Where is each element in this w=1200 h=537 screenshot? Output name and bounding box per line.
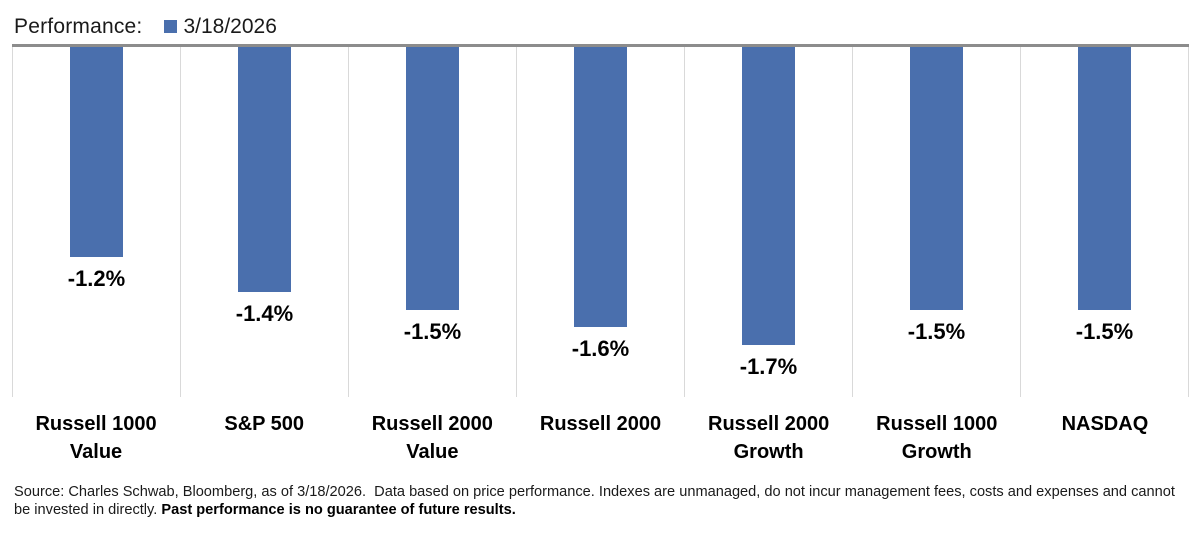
bar-value-label: -1.2% bbox=[67, 266, 126, 291]
bar-value-label: -1.5% bbox=[1075, 319, 1134, 344]
legend-square-icon bbox=[164, 20, 178, 33]
plot-column: -1.5% bbox=[853, 47, 1021, 397]
bar-value-label: -1.5% bbox=[403, 319, 462, 344]
plot-column: -1.4% bbox=[181, 47, 349, 397]
bar-value-label: -1.7% bbox=[739, 354, 798, 379]
source-note-text: Source: Charles Schwab, Bloomberg, as of… bbox=[14, 484, 1175, 518]
category-axis: Russell 1000 Value S&P 500 Russell 2000 Va… bbox=[12, 397, 1189, 466]
plot-column: -1.7% bbox=[685, 47, 853, 397]
bar bbox=[742, 47, 795, 345]
plot-column: -1.5% bbox=[349, 47, 517, 397]
plot-column: -1.5% bbox=[1021, 47, 1189, 397]
plot-column: -1.6% bbox=[517, 47, 685, 397]
chart-header: Performance: 3/18/2026 bbox=[0, 0, 1200, 44]
plot-area: -1.2% -1.4% -1.5% -1.6% -1.7% -1.5% -1.5% bbox=[12, 44, 1189, 397]
bar-value-label: -1.4% bbox=[235, 301, 294, 326]
legend-label: 3/18/2026 bbox=[183, 14, 277, 38]
source-note: Source: Charles Schwab, Bloomberg, as of… bbox=[14, 483, 1186, 519]
legend: 3/18/2026 bbox=[164, 14, 277, 39]
category-label: NASDAQ bbox=[1061, 413, 1149, 435]
category-label: Russell 2000 Growth bbox=[708, 413, 830, 463]
plot-column: -1.2% bbox=[13, 47, 181, 397]
bar bbox=[406, 47, 459, 310]
bar-plot: -1.2% -1.4% -1.5% -1.6% -1.7% -1.5% -1.5% bbox=[12, 47, 1189, 397]
category-label: Russell 2000 bbox=[539, 413, 662, 435]
bar bbox=[574, 47, 627, 327]
bar bbox=[910, 47, 963, 310]
category-label: Russell 1000 Value bbox=[35, 413, 157, 463]
category-label: S&P 500 bbox=[224, 413, 305, 435]
chart-title: Performance: bbox=[14, 14, 143, 38]
bar-value-label: -1.5% bbox=[907, 319, 966, 344]
category-label: Russell 1000 Growth bbox=[876, 413, 998, 463]
source-note-bold-text: Past performance is no guarantee of futu… bbox=[161, 502, 516, 518]
category-label: Russell 2000 Value bbox=[371, 413, 493, 463]
bar bbox=[238, 47, 291, 292]
bar bbox=[1078, 47, 1131, 310]
bar bbox=[70, 47, 123, 257]
bar-value-label: -1.6% bbox=[571, 336, 630, 361]
